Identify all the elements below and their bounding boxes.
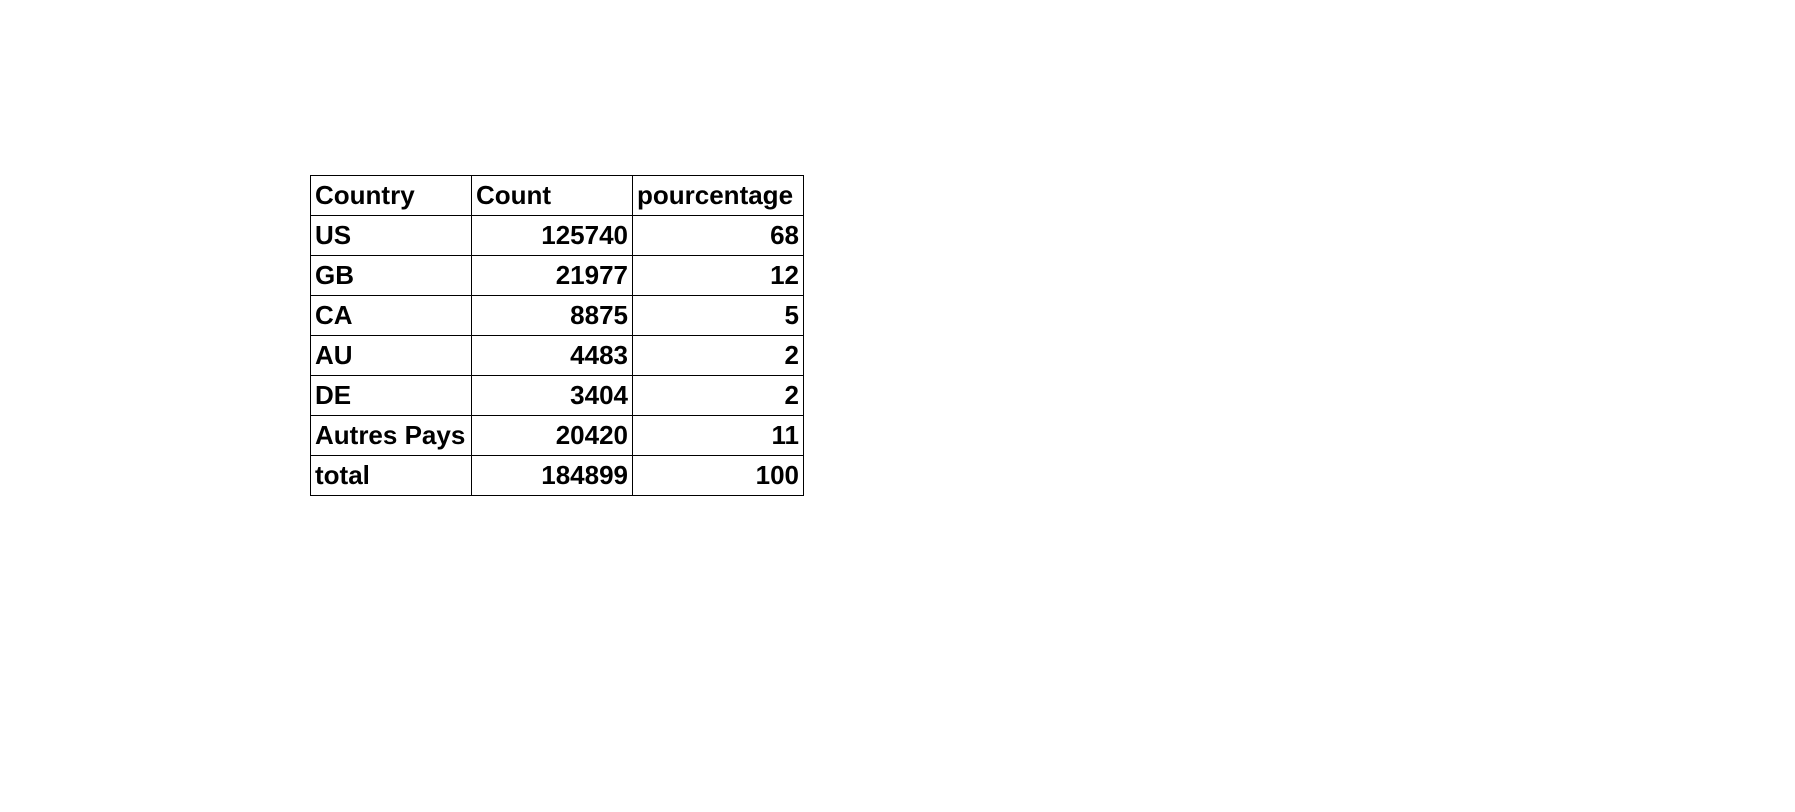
cell-pourcentage: 2 (632, 335, 804, 376)
cell-count: 4483 (471, 335, 633, 376)
cell-pourcentage: 12 (632, 255, 804, 296)
table-row: DE 3404 2 (310, 375, 804, 416)
table-row: CA 8875 5 (310, 295, 804, 336)
cell-pourcentage: 11 (632, 415, 804, 456)
header-count: Count (471, 175, 633, 216)
cell-count: 20420 (471, 415, 633, 456)
header-pourcentage: pourcentage (632, 175, 804, 216)
table-row: Autres Pays 20420 11 (310, 415, 804, 456)
header-row: Country Count pourcentage (310, 175, 804, 216)
cell-pourcentage: 100 (632, 455, 804, 496)
cell-country: total (310, 455, 472, 496)
country-count-table: Country Count pourcentage US 125740 68 G… (310, 175, 804, 496)
cell-country: CA (310, 295, 472, 336)
cell-country: Autres Pays (310, 415, 472, 456)
table-row: AU 4483 2 (310, 335, 804, 376)
cell-count: 125740 (471, 215, 633, 256)
cell-country: GB (310, 255, 472, 296)
cell-count: 8875 (471, 295, 633, 336)
table-row: GB 21977 12 (310, 255, 804, 296)
cell-pourcentage: 5 (632, 295, 804, 336)
cell-country: DE (310, 375, 472, 416)
table-row: US 125740 68 (310, 215, 804, 256)
cell-pourcentage: 68 (632, 215, 804, 256)
cell-count: 184899 (471, 455, 633, 496)
cell-count: 21977 (471, 255, 633, 296)
cell-pourcentage: 2 (632, 375, 804, 416)
cell-count: 3404 (471, 375, 633, 416)
total-row: total 184899 100 (310, 455, 804, 496)
cell-country: AU (310, 335, 472, 376)
header-country: Country (310, 175, 472, 216)
cell-country: US (310, 215, 472, 256)
